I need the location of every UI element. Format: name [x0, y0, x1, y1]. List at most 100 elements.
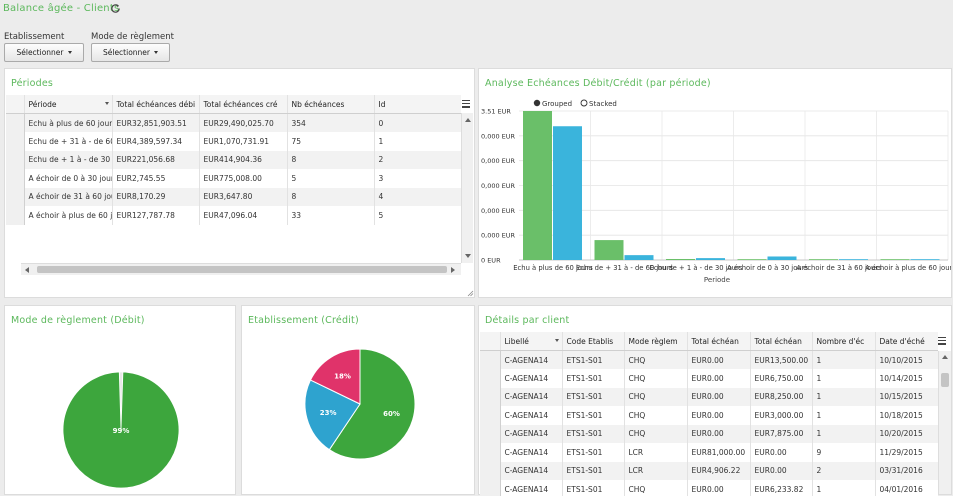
row-selector[interactable]	[6, 206, 25, 225]
column-menu-icon[interactable]	[936, 335, 948, 347]
row-selector[interactable]	[480, 369, 501, 388]
bar[interactable]	[767, 256, 797, 260]
bar[interactable]	[594, 240, 624, 260]
table-row[interactable]: Echu à plus de 60 jours EUR32,851,903.51 E…	[6, 113, 461, 132]
table-cell: 5	[287, 169, 375, 188]
scroll-up-icon[interactable]	[465, 118, 471, 122]
scroll-up-icon[interactable]	[942, 355, 948, 359]
vscroll-thumb[interactable]	[941, 373, 949, 387]
table-cell: LCR	[624, 443, 688, 462]
bar[interactable]	[624, 255, 654, 260]
y-tick-label: 3.51 EUR	[481, 108, 511, 116]
row-selector[interactable]	[480, 350, 501, 369]
pie-slice[interactable]	[328, 348, 416, 460]
pie-slice-label: 23%	[320, 409, 337, 417]
row-selector[interactable]	[480, 480, 501, 496]
bar[interactable]	[737, 259, 767, 260]
details-col-header[interactable]: Libellé	[500, 332, 563, 351]
table-row[interactable]: A échoir à plus de 60 joursEUR127,787.78…	[6, 206, 461, 225]
row-selector[interactable]	[480, 406, 501, 425]
sort-caret-icon[interactable]	[554, 339, 559, 342]
details-col-header[interactable]: Date d'éché	[875, 332, 938, 351]
row-selector[interactable]	[6, 113, 25, 132]
bar[interactable]	[880, 259, 910, 260]
row-selector[interactable]	[480, 424, 501, 443]
table-cell: 10/14/2015	[875, 369, 938, 388]
details-panel: Détails par client Libellé Code Etablis Mo…	[478, 305, 952, 496]
row-selector[interactable]	[6, 132, 25, 151]
scroll-right-icon[interactable]	[451, 267, 455, 273]
y-tick-label: 0,000 EUR	[481, 207, 516, 215]
details-grid: Libellé Code Etablis Mode règlem Total éché…	[480, 332, 938, 496]
table-row[interactable]: Echu de + 1 à - de 30 joursEUR221,056.68…	[6, 150, 461, 169]
periodes-col-header[interactable]: Période	[24, 95, 113, 114]
table-row[interactable]: A échoir de 0 à 30 jours EUR2,745.55 EUR77…	[6, 169, 461, 188]
table-cell: 0	[374, 113, 461, 132]
analyse-title: Analyse Echéances Débit/Crédit (par péri…	[485, 78, 711, 89]
row-selector[interactable]	[480, 387, 501, 406]
details-col-header-label: Libellé	[504, 336, 529, 346]
periodes-col-header-label: Total échéances débi	[116, 99, 196, 109]
table-row[interactable]: C-AGENA14 ETS1-S01 CHQ EUR0.00 EUR6,233.82 1 0…	[480, 480, 938, 496]
details-col-header[interactable]: Code Etablis	[562, 332, 625, 351]
pie-slice[interactable]	[309, 348, 361, 405]
table-row[interactable]: Echu de + 31 à - de 60 joursEUR4,389,597…	[6, 132, 461, 151]
row-selector[interactable]	[480, 461, 501, 480]
mode-reglement-select[interactable]: Sélectionner	[91, 43, 170, 62]
table-row[interactable]: C-AGENA14 ETS1-S01 CHQ EUR0.00 EUR7,875.00 1 1…	[480, 424, 938, 443]
table-row[interactable]: C-AGENA14 ETS1-S01 LCR EUR81,000.00 EUR0.00 9…	[480, 443, 938, 462]
table-row[interactable]: A échoir de 31 à 60 joursEUR8,170.29EUR3…	[6, 187, 461, 206]
resize-grip-icon[interactable]	[467, 290, 474, 297]
row-selector[interactable]	[6, 169, 25, 188]
bar[interactable]	[839, 259, 868, 260]
details-col-header-label: Date d'éché	[879, 336, 925, 346]
bar[interactable]	[910, 259, 940, 260]
periodes-col-header[interactable]: Total échéances cré	[199, 95, 288, 114]
scroll-left-icon[interactable]	[25, 267, 29, 273]
scroll-down-icon[interactable]	[465, 254, 471, 258]
pie-slice[interactable]	[62, 371, 180, 489]
hscroll-thumb[interactable]	[37, 266, 447, 273]
details-vscroll[interactable]	[938, 351, 951, 494]
legend-stacked[interactable]: Stacked	[580, 99, 617, 108]
refresh-icon[interactable]	[110, 3, 121, 14]
table-cell: 3	[374, 169, 461, 188]
table-cell: ETS1-S01	[562, 350, 625, 369]
y-tick-label: 0,000 EUR	[481, 157, 516, 165]
periodes-col-header[interactable]: Total échéances débi	[112, 95, 200, 114]
details-col-header[interactable]: Nombre d'éc	[812, 332, 876, 351]
periodes-hscroll[interactable]	[21, 263, 461, 275]
details-col-header[interactable]: Mode règlem	[624, 332, 688, 351]
table-row[interactable]: C-AGENA14 ETS1-S01 CHQ EUR0.00 EUR13,500.00 1…	[480, 350, 938, 369]
periodes-col-header[interactable]: Nb échéances	[287, 95, 375, 114]
table-row[interactable]: C-AGENA14 ETS1-S01 CHQ EUR0.00 EUR3,000.00 1 1…	[480, 406, 938, 425]
row-selector[interactable]	[6, 187, 25, 206]
column-menu-icon[interactable]	[460, 98, 472, 110]
sort-caret-icon[interactable]	[104, 102, 109, 105]
periodes-vscroll[interactable]	[461, 113, 473, 263]
table-row[interactable]: C-AGENA14 ETS1-S01 CHQ EUR0.00 EUR8,250.00 1 1…	[480, 387, 938, 406]
details-col-header[interactable]: Total échéan	[750, 332, 813, 351]
details-col-header-label: Total échéan	[754, 336, 802, 346]
table-cell: 8	[287, 187, 375, 206]
details-col-header[interactable]: Total échéan	[687, 332, 751, 351]
bar[interactable]	[666, 258, 695, 260]
etablissement-select[interactable]: Sélectionner	[4, 43, 84, 62]
periodes-col-header-label: Nb échéances	[291, 99, 345, 109]
etablissement-pie-chart: 60% 23% 18%	[304, 348, 416, 460]
bar[interactable]	[523, 111, 552, 260]
bar[interactable]	[809, 259, 838, 260]
mode-reglement-title: Mode de règlement (Débit)	[11, 315, 145, 326]
x-tick-label: A échoir de 0 à 30 jours	[727, 264, 808, 272]
table-row[interactable]: C-AGENA14 ETS1-S01 LCR EUR4,906.22 EUR0.00 2 0…	[480, 461, 938, 480]
table-row[interactable]: C-AGENA14 ETS1-S01 CHQ EUR0.00 EUR6,750.00 1 1…	[480, 369, 938, 388]
table-cell: C-AGENA14	[500, 369, 563, 388]
bar[interactable]	[696, 258, 725, 260]
table-cell: 1	[374, 132, 461, 151]
periodes-col-header[interactable]: Id	[374, 95, 461, 114]
bar[interactable]	[553, 126, 582, 260]
legend-grouped[interactable]: Grouped	[533, 99, 572, 108]
row-selector[interactable]	[480, 443, 501, 462]
row-selector[interactable]	[6, 150, 25, 169]
table-cell: EUR0.00	[687, 480, 751, 496]
